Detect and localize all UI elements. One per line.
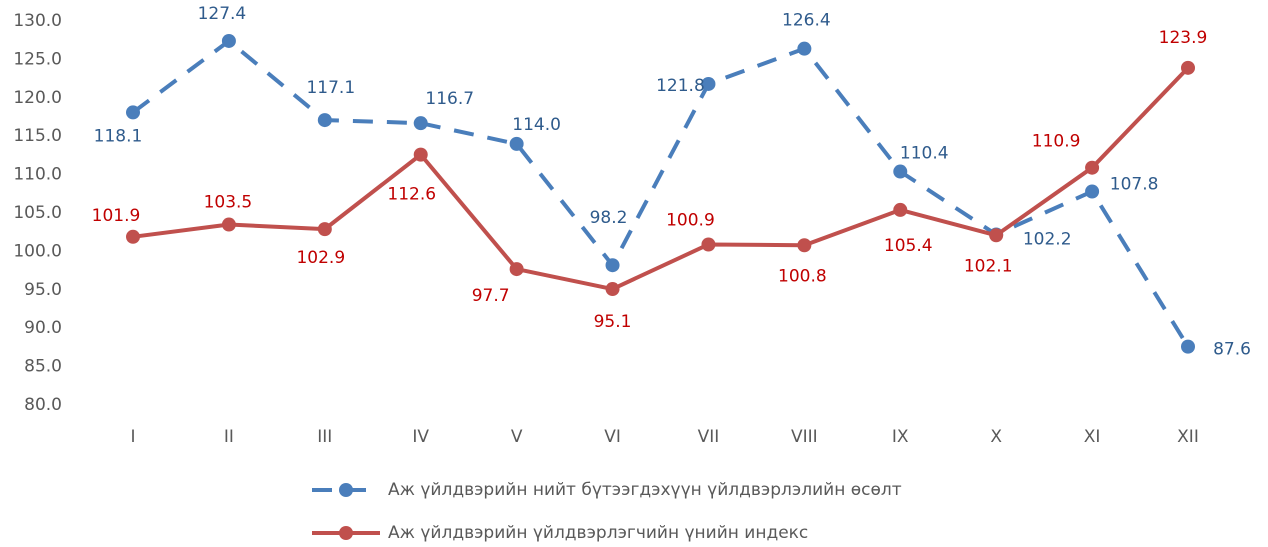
data-point [126, 105, 140, 120]
data-label: 127.4 [198, 4, 247, 24]
y-tick-label: 115.0 [13, 126, 62, 146]
data-label: 123.9 [1159, 28, 1208, 48]
data-label: 110.4 [900, 144, 949, 164]
data-label: 112.6 [387, 185, 436, 205]
x-tick-label: I [130, 427, 135, 447]
data-label: 95.1 [594, 312, 632, 332]
series-line [132, 66, 1190, 292]
x-tick-label: XII [1177, 427, 1199, 447]
data-point [701, 237, 716, 252]
y-tick-label: 80.0 [24, 395, 62, 415]
data-point [221, 33, 236, 48]
data-label: 103.5 [204, 193, 253, 213]
data-point [989, 228, 1004, 243]
data-label: 102.1 [964, 256, 1013, 276]
legend-label: Аж үйлдвэрийн үйлдвэрлэгчийн үнийн индек… [388, 523, 808, 543]
x-tick-label: XI [1084, 427, 1101, 447]
y-tick-label: 125.0 [13, 49, 62, 69]
y-tick-label: 90.0 [24, 318, 62, 338]
data-point [797, 238, 812, 253]
data-label: 118.1 [94, 126, 143, 146]
data-label: 121.8 [656, 76, 705, 96]
data-label: 100.9 [666, 210, 715, 230]
data-point [797, 41, 812, 56]
y-tick-label: 105.0 [13, 203, 62, 223]
y-tick-label: 85.0 [24, 357, 62, 377]
x-tick-label: IV [412, 427, 429, 447]
data-point [509, 262, 524, 277]
legend-marker [339, 526, 353, 540]
data-point [605, 258, 620, 273]
data-point [509, 136, 524, 151]
legend-label: Аж үйлдвэрийн нийт бүтээгдэхүүн үйлдвэрл… [388, 480, 902, 500]
series-line [131, 38, 1190, 348]
data-point [413, 116, 428, 131]
data-label: 114.0 [512, 115, 561, 135]
y-tick-label: 95.0 [24, 280, 62, 300]
data-point [1181, 339, 1195, 354]
data-point [317, 222, 332, 237]
data-label: 100.8 [778, 266, 827, 286]
data-point [1085, 184, 1100, 199]
x-tick-label: III [317, 427, 332, 447]
data-point [1181, 60, 1195, 75]
x-tick-label: VIII [791, 427, 818, 447]
x-tick-label: V [511, 427, 523, 447]
data-point [893, 202, 908, 217]
x-tick-label: VI [604, 427, 621, 447]
data-label: 102.2 [1023, 230, 1072, 250]
data-point [413, 147, 428, 162]
data-label: 107.8 [1110, 174, 1159, 194]
data-label: 87.6 [1213, 340, 1251, 360]
data-label: 98.2 [590, 208, 628, 228]
data-label: 126.4 [782, 11, 831, 31]
x-tick-label: VII [698, 427, 720, 447]
data-point [893, 164, 908, 179]
data-point [701, 76, 716, 91]
data-label: 102.9 [296, 248, 345, 268]
x-tick-label: II [224, 427, 234, 447]
data-label: 101.9 [92, 206, 141, 226]
data-label: 117.1 [306, 78, 355, 98]
x-tick-label: X [990, 427, 1002, 447]
data-point [221, 217, 236, 232]
data-label: 116.7 [425, 89, 474, 109]
data-point [126, 229, 140, 244]
y-tick-label: 130.0 [13, 11, 62, 31]
legend-marker [339, 483, 353, 497]
y-tick-label: 100.0 [13, 241, 62, 261]
data-label: 110.9 [1032, 132, 1081, 152]
data-point [605, 282, 620, 297]
x-tick-label: IX [892, 427, 909, 447]
y-tick-label: 120.0 [13, 88, 62, 108]
data-point [1085, 160, 1100, 175]
data-point [317, 113, 332, 128]
data-label: 105.4 [884, 236, 933, 256]
data-label: 97.7 [472, 286, 510, 306]
y-tick-label: 110.0 [13, 165, 62, 185]
